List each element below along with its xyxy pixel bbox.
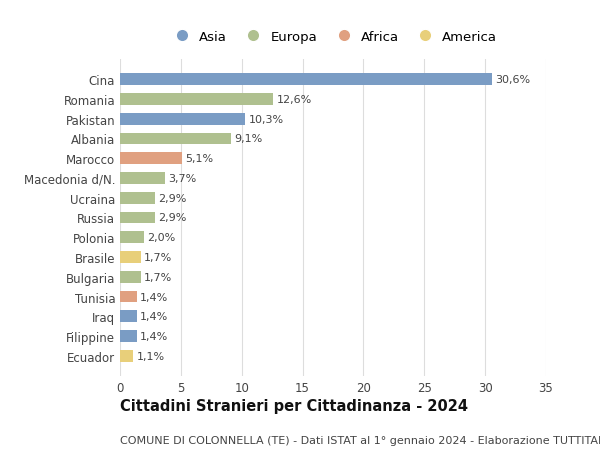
Text: 1,4%: 1,4% [140,331,169,341]
Bar [120,271,140,283]
Bar [120,74,493,86]
Text: 2,0%: 2,0% [148,233,176,243]
Bar [120,94,274,106]
Text: 10,3%: 10,3% [248,114,284,124]
Text: COMUNE DI COLONNELLA (TE) - Dati ISTAT al 1° gennaio 2024 - Elaborazione TUTTITA: COMUNE DI COLONNELLA (TE) - Dati ISTAT a… [120,435,600,445]
Bar [120,350,133,362]
Text: 12,6%: 12,6% [277,95,311,105]
Text: 1,4%: 1,4% [140,292,169,302]
Bar [120,232,145,244]
Bar [120,173,165,185]
Text: Cittadini Stranieri per Cittadinanza - 2024: Cittadini Stranieri per Cittadinanza - 2… [120,398,468,413]
Bar [120,133,231,145]
Text: 1,7%: 1,7% [144,252,172,263]
Bar [120,291,137,303]
Bar [120,252,140,263]
Bar [120,113,245,125]
Text: 30,6%: 30,6% [496,75,530,85]
Text: 9,1%: 9,1% [234,134,262,144]
Text: 5,1%: 5,1% [185,154,213,164]
Text: 3,7%: 3,7% [168,174,196,184]
Legend: Asia, Europa, Africa, America: Asia, Europa, Africa, America [166,28,500,46]
Bar [120,192,155,204]
Text: 2,9%: 2,9% [158,193,187,203]
Bar [120,153,182,165]
Text: 2,9%: 2,9% [158,213,187,223]
Text: 1,4%: 1,4% [140,312,169,322]
Bar [120,330,137,342]
Text: 1,7%: 1,7% [144,272,172,282]
Bar [120,311,137,323]
Text: 1,1%: 1,1% [136,351,164,361]
Bar [120,212,155,224]
